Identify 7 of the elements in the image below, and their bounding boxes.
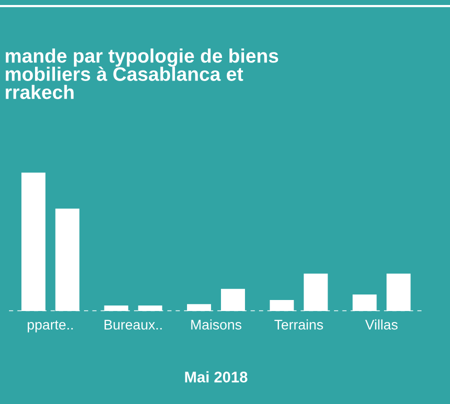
x-tick-label: Maisons bbox=[191, 319, 242, 330]
x-tick-label: Villas bbox=[365, 319, 398, 330]
x-tick-label: pparte.. bbox=[28, 320, 73, 332]
chart-title: mande par typologie de biens mobiliers à Casablanca et rrakech bbox=[6, 48, 278, 100]
x-tick-label: Terrains bbox=[274, 319, 323, 330]
x-tick-label: Bureaux.. bbox=[104, 320, 162, 330]
x-axis-title: Mai 2018 bbox=[185, 371, 248, 382]
